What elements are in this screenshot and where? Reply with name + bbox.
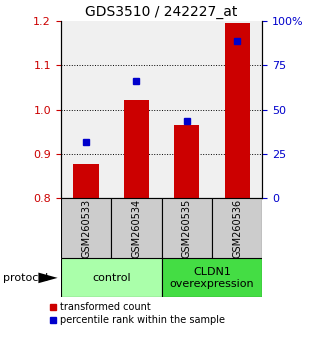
Text: GSM260535: GSM260535: [182, 199, 192, 258]
Bar: [212, 198, 262, 258]
Text: GSM260534: GSM260534: [132, 199, 141, 258]
Bar: [61, 258, 162, 297]
Bar: [124, 100, 149, 198]
Polygon shape: [38, 273, 58, 283]
Bar: [61, 198, 111, 258]
Bar: [111, 198, 162, 258]
Bar: [162, 258, 262, 297]
Text: protocol: protocol: [3, 273, 48, 283]
Legend: transformed count, percentile rank within the sample: transformed count, percentile rank withi…: [50, 302, 225, 325]
Bar: [174, 125, 199, 198]
Text: GSM260533: GSM260533: [81, 199, 91, 258]
Text: GSM260536: GSM260536: [232, 199, 242, 258]
Text: CLDN1
overexpression: CLDN1 overexpression: [170, 267, 254, 289]
Bar: [73, 164, 99, 198]
Bar: [162, 198, 212, 258]
Bar: [225, 23, 250, 198]
Title: GDS3510 / 242227_at: GDS3510 / 242227_at: [85, 5, 238, 19]
Text: control: control: [92, 273, 131, 283]
